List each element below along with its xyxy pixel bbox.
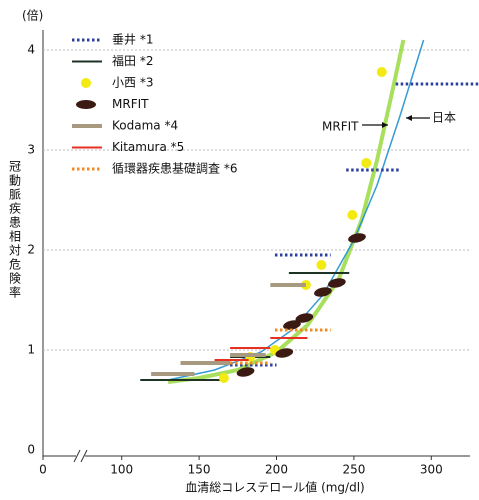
- legend-label: MRFIT: [112, 97, 149, 111]
- x-tick-label: 250: [342, 463, 365, 477]
- y-tick-label: 0: [27, 443, 35, 457]
- arrow-head: [406, 115, 412, 121]
- arrow-head: [382, 122, 388, 128]
- data-point: [347, 210, 358, 220]
- y-unit: (倍): [22, 8, 43, 23]
- legend-label: 循環器疾患基礎調査 *6: [112, 161, 237, 176]
- data-point: [275, 348, 294, 358]
- x-tick-label: 0: [39, 463, 47, 477]
- legend-label: Kodama *4: [112, 119, 178, 133]
- curve-label: MRFIT: [322, 120, 359, 134]
- data-point: [316, 260, 327, 270]
- legend-symbol: [76, 100, 96, 109]
- curve-label: 日本: [432, 111, 456, 125]
- y-tick-label: 4: [27, 43, 35, 57]
- data-point: [295, 313, 314, 323]
- data-point: [314, 287, 332, 297]
- x-tick-label: 200: [265, 463, 288, 477]
- data-point: [376, 67, 387, 77]
- data-point: [218, 373, 229, 383]
- data-point: [361, 158, 372, 168]
- x-tick-label: 100: [110, 463, 133, 477]
- y-axis-label-text: 冠動脈疾患相対危険率: [8, 160, 22, 300]
- data-point: [283, 320, 301, 330]
- y-tick-label: 1: [27, 343, 35, 357]
- data-point: [236, 367, 255, 377]
- axis-break: [73, 449, 88, 463]
- data-point: [328, 278, 346, 288]
- legend-label: 福田 *2: [112, 53, 153, 68]
- y-tick-label: 2: [27, 243, 35, 257]
- legend-label: Kitamura *5: [112, 140, 184, 154]
- legend-symbol: [81, 78, 91, 88]
- legend-label: 小西 *3: [112, 76, 153, 90]
- x-tick-label: 300: [420, 463, 443, 477]
- data-point: [348, 233, 366, 243]
- x-axis-label: 血清総コレステロール値 (mg/dl): [185, 480, 364, 495]
- x-tick-label: 150: [188, 463, 211, 477]
- y-tick-label: 3: [27, 143, 35, 157]
- y-axis-label: 冠動脈疾患相対危険率: [8, 160, 22, 300]
- legend-label: 垂井 *1: [112, 33, 153, 47]
